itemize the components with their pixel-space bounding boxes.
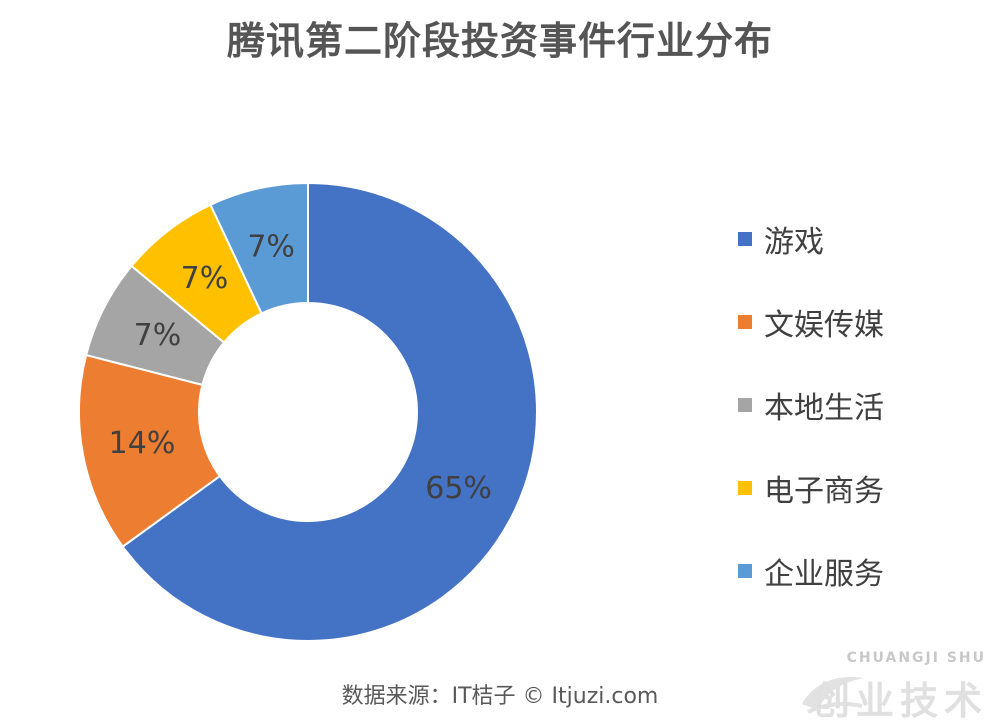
slice-label-1: 65% [425, 471, 492, 506]
legend-label-5: 企业服务 [764, 556, 884, 592]
legend-swatch-2 [738, 314, 752, 329]
legend-item-2: 文娱传媒 [738, 301, 884, 343]
legend-label-4: 电子商务 [764, 473, 884, 509]
slice-label-2: 14% [109, 426, 176, 461]
legend-swatch-5 [738, 563, 752, 578]
legend-item-3: 本地生活 [738, 384, 884, 426]
donut-slices [78, 181, 538, 642]
watermark: CHUANGJI SHU 创业技术 [798, 650, 994, 723]
legend-swatch-3 [738, 397, 752, 412]
legend-item-5: 企业服务 [738, 550, 884, 592]
donut-slice-labels: 65% 14% 7% 7% 7% [109, 230, 492, 507]
watermark-logo-icon [802, 677, 864, 714]
legend-item-4: 电子商务 [738, 467, 884, 509]
legend-swatch-1 [738, 231, 752, 246]
donut-slice-1 [121, 181, 538, 642]
watermark-bottom-text: 创业技术 [811, 679, 988, 723]
legend-item-1: 游戏 [738, 218, 884, 260]
slice-label-3: 7% [134, 318, 182, 353]
legend-label-2: 文娱传媒 [764, 307, 884, 343]
chart-title: 腾讯第二阶段投资事件行业分布 [226, 19, 773, 63]
watermark-top-text: CHUANGJI SHU [846, 650, 986, 666]
legend-label-3: 本地生活 [764, 390, 884, 426]
slice-label-4: 7% [181, 261, 229, 296]
source-caption: 数据来源：IT桔子 © Itjuzi.com [341, 684, 659, 709]
slice-label-5: 7% [247, 230, 295, 265]
donut-slice-5 [209, 181, 309, 315]
legend-swatch-4 [738, 480, 752, 495]
legend-label-1: 游戏 [764, 224, 824, 260]
legend: 游戏文娱传媒本地生活电子商务企业服务 [738, 218, 884, 633]
